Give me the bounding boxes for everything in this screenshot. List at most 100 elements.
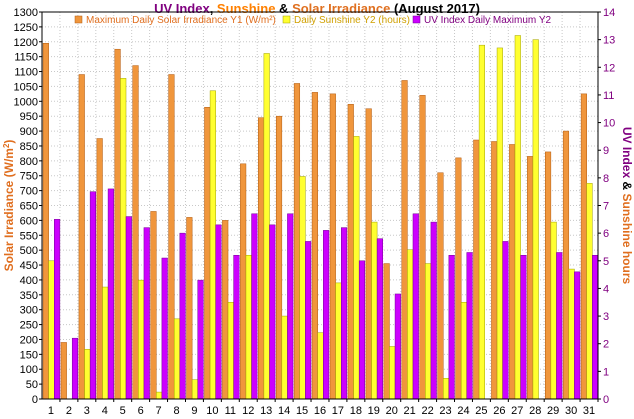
bar-uv-index-day-22	[430, 221, 437, 400]
y1-tick-label: 0	[32, 394, 38, 406]
x-tick-label: 27	[511, 405, 523, 417]
x-tick-label: 30	[565, 405, 577, 417]
y2-tick-label: 7	[603, 201, 609, 213]
bar-sunshine-day-7	[156, 391, 163, 400]
y1-tick-label: 600	[20, 215, 38, 227]
x-tick-label: 7	[156, 405, 162, 417]
bar-irradiance-day-26	[491, 141, 498, 400]
y1-tick-label: 200	[20, 334, 38, 346]
bar-uv-index-day-23	[448, 255, 455, 400]
bar-sunshine-day-17	[335, 282, 342, 400]
x-tick-label: 8	[173, 405, 179, 417]
bar-sunshine-day-29	[550, 221, 557, 400]
bar-uv-index-day-19	[376, 238, 383, 400]
title-part: Solar Irradiance	[292, 1, 390, 16]
y1-tick-label: 250	[20, 320, 38, 332]
bar-irradiance-day-25	[473, 139, 480, 400]
bar-irradiance-day-8	[168, 74, 175, 400]
y2-axis-label-text: UV Index & Sunshine hours	[620, 127, 634, 285]
bar-sunshine-day-19	[371, 221, 378, 400]
y1-tick-label: 1200	[14, 37, 38, 49]
legend-swatch	[412, 15, 421, 24]
y1-tick-label: 300	[20, 305, 38, 317]
bar-irradiance-day-27	[509, 144, 516, 400]
x-tick-label: 17	[332, 405, 344, 417]
bar-sunshine-day-6	[138, 279, 145, 400]
bar-irradiance-day-24	[455, 157, 462, 400]
x-tick-label: 28	[529, 405, 541, 417]
title-part: UV Index	[154, 1, 210, 16]
bar-uv-index-day-21	[412, 213, 419, 400]
bar-sunshine-day-13	[263, 53, 270, 400]
bar-irradiance-day-20	[383, 263, 390, 400]
bar-irradiance-day-10	[204, 107, 211, 400]
x-tick-label: 3	[84, 405, 90, 417]
bar-irradiance-day-19	[365, 108, 372, 400]
x-tick-label: 12	[242, 405, 254, 417]
bar-irradiance-day-21	[401, 80, 408, 400]
bar-uv-index-day-30	[574, 271, 581, 400]
bar-irradiance-day-12	[240, 163, 247, 400]
y1-tick-label: 800	[20, 156, 38, 168]
y1-axis-label: Solar Irradiance (W/m2)	[2, 140, 16, 272]
bar-sunshine-day-9	[191, 379, 199, 400]
x-tick-label: 15	[296, 405, 308, 417]
y2-tick-label: 3	[603, 311, 609, 323]
y1-tick-label: 100	[20, 364, 38, 376]
legend: Maximum Daily Solar Irradiance Y1 (W/m²)…	[74, 15, 552, 26]
y1-tick-label: 650	[20, 201, 38, 213]
y2-tick-label: 1	[603, 366, 609, 378]
bar-sunshine-day-25	[478, 44, 485, 400]
y2-tick-label: 14	[603, 7, 615, 19]
bar-irradiance-day-28	[527, 156, 534, 400]
bar-uv-index-day-12	[251, 213, 258, 400]
bar-sunshine-day-28	[532, 39, 539, 400]
y1-tick-label: 1000	[14, 96, 38, 108]
x-tick-label: 24	[457, 405, 469, 417]
bar-irradiance-day-5	[114, 48, 121, 400]
bar-irradiance-day-29	[545, 151, 552, 400]
x-tick-label: 1	[48, 405, 54, 417]
y2-tick-label: 2	[603, 339, 609, 351]
x-tick-label: 26	[493, 405, 505, 417]
bar-uv-index-day-11	[233, 255, 240, 400]
x-tick-label: 4	[102, 405, 108, 417]
bar-sunshine-day-1	[48, 260, 55, 400]
y2-tick-label: 8	[603, 173, 609, 185]
bar-sunshine-day-10	[209, 90, 216, 400]
title-part: (August 2017)	[390, 1, 480, 16]
y2-tick-label: 4	[603, 283, 609, 295]
x-tick-label: 21	[404, 405, 416, 417]
x-tick-label: 31	[583, 405, 595, 417]
bar-uv-index-day-14	[287, 213, 294, 400]
bar-sunshine-day-8	[173, 318, 181, 400]
bar-sunshine-day-26	[496, 47, 503, 400]
bar-irradiance-day-17	[329, 93, 336, 400]
bar-sunshine-day-14	[281, 315, 288, 400]
y2-tick-label: 6	[603, 228, 609, 240]
bar-irradiance-day-2	[60, 342, 67, 400]
bar-uv-index-day-31	[592, 255, 599, 400]
x-tick-label: 11	[225, 405, 236, 417]
x-tick-label: 25	[475, 405, 487, 417]
y1-tick-label: 550	[20, 230, 38, 242]
x-tick-label: 29	[547, 405, 559, 417]
x-tick-label: 14	[278, 405, 290, 417]
y2-tick-label: 0	[603, 394, 609, 406]
bar-irradiance-day-22	[419, 95, 426, 400]
bar-irradiance-day-4	[96, 138, 103, 400]
title-part: &	[275, 1, 292, 16]
x-tick-label: 20	[386, 405, 398, 417]
bar-uv-index-day-7	[161, 257, 168, 400]
y2-tick-label: 5	[603, 256, 609, 268]
y2-tick-label: 11	[603, 90, 614, 102]
bar-uv-index-day-27	[520, 255, 527, 400]
bar-irradiance-day-1	[42, 43, 49, 400]
y1-tick-label: 450	[20, 260, 38, 272]
bar-uv-index-day-16	[323, 230, 330, 400]
y2-tick-label: 13	[603, 35, 615, 47]
bar-uv-index-day-10	[215, 224, 222, 400]
bar-uv-index-day-8	[179, 232, 186, 400]
bar-sunshine-day-16	[317, 332, 324, 400]
